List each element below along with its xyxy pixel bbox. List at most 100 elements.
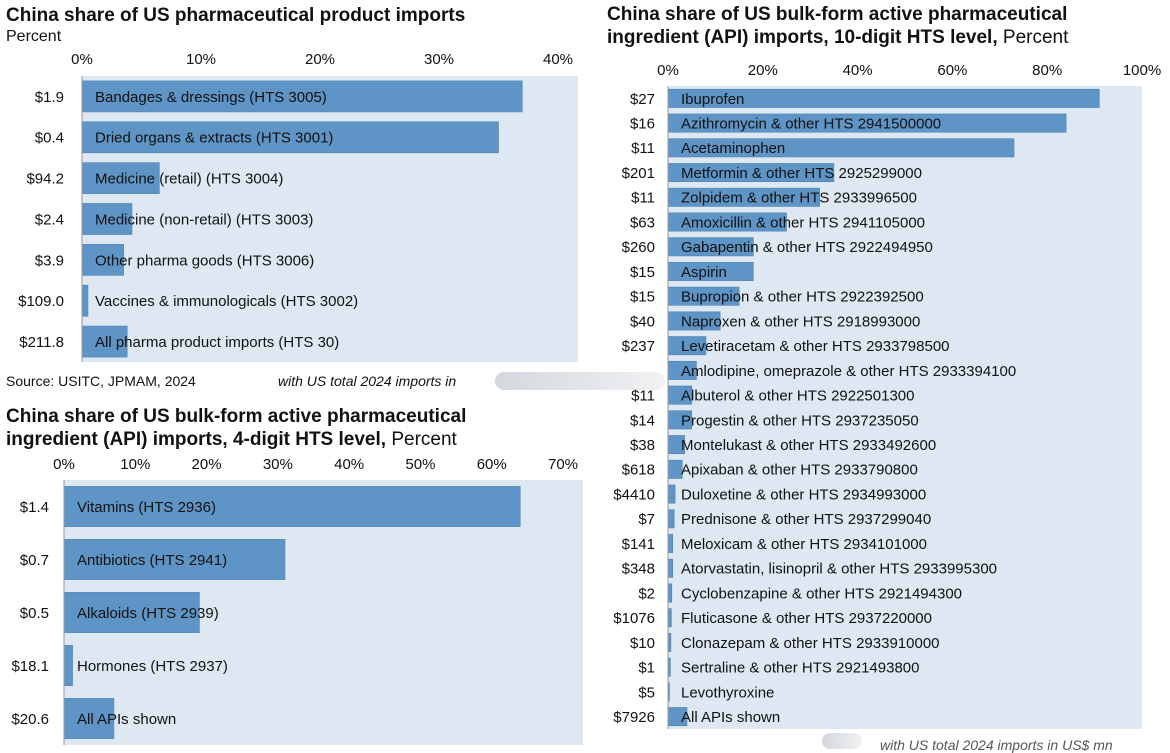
chart3-bar-label: Naproxen & other HTS 2918993000 bbox=[681, 313, 920, 330]
chart3-value-label: $15 bbox=[630, 264, 655, 281]
chart3-bar-label: Sertraline & other HTS 2921493800 bbox=[681, 660, 919, 677]
chart2-value-label: $0.5 bbox=[20, 605, 49, 622]
chart3-value-label: $11 bbox=[631, 388, 655, 405]
chart3-value-label: $4410 bbox=[613, 486, 655, 503]
chart2-title-line2: ingredient (API) imports, 4-digit HTS le… bbox=[6, 429, 457, 451]
chart3-value-label: $141 bbox=[622, 536, 655, 553]
chart3-bar-label: Levetiracetam & other HTS 2933798500 bbox=[681, 338, 950, 355]
chart1-bar-label: Medicine (retail) (HTS 3004) bbox=[95, 171, 283, 188]
chart3-bar-label: Bupropion & other HTS 2922392500 bbox=[681, 289, 924, 306]
chart2-title-line2-text: ingredient (API) imports, 4-digit HTS le… bbox=[6, 429, 387, 450]
chart3-value-label: $618 bbox=[622, 462, 655, 479]
chart3-tick-label: 40% bbox=[843, 62, 873, 79]
chart2-bar-label: Alkaloids (HTS 2939) bbox=[77, 605, 219, 622]
chart2-value-label: $1.4 bbox=[20, 499, 49, 516]
chart3-bar-label: All APIs shown bbox=[681, 709, 780, 726]
chart3-bar-label: Meloxicam & other HTS 2934101000 bbox=[681, 536, 927, 553]
chart3-value-label: $11 bbox=[631, 140, 655, 157]
chart3-title-line2: ingredient (API) imports, 10-digit HTS l… bbox=[607, 27, 1068, 49]
chart3-background bbox=[668, 86, 1142, 729]
chart3-bar-label: Gabapentin & other HTS 2922494950 bbox=[681, 239, 933, 256]
chart3-note: with US total 2024 imports in US$ mn bbox=[880, 737, 1113, 753]
chart2-bar bbox=[63, 645, 73, 686]
chart3-bar bbox=[667, 484, 676, 504]
chart3-tick-label: 20% bbox=[748, 62, 778, 79]
chart3-value-label: $14 bbox=[630, 412, 655, 429]
chart3-bar-label: Metformin & other HTS 2925299000 bbox=[681, 165, 922, 182]
chart1-bar bbox=[81, 162, 160, 194]
chart3-value-label: $7 bbox=[638, 511, 655, 528]
chart3-bar-label: Acetaminophen bbox=[681, 140, 785, 157]
chart3-value-label: $1 bbox=[638, 660, 655, 677]
chart2-bar-label: All APIs shown bbox=[77, 711, 176, 728]
chart3-value-label: $260 bbox=[622, 239, 655, 256]
chart1-value-label: $1.9 bbox=[35, 89, 64, 106]
chart3-tick-label: 80% bbox=[1032, 62, 1062, 79]
chart1-tick-label: 30% bbox=[424, 51, 454, 68]
chart2-title-line1: China share of US bulk-form active pharm… bbox=[6, 406, 467, 427]
chart3-value-label: $40 bbox=[630, 313, 655, 330]
chart1-bar bbox=[81, 325, 128, 358]
chart2-tick-label: 0% bbox=[53, 456, 75, 473]
chart3-bar-label: Albuterol & other HTS 2922501300 bbox=[681, 388, 915, 405]
watermark-logo bbox=[495, 372, 665, 390]
chart1-bar-label: Other pharma goods (HTS 3006) bbox=[95, 252, 314, 269]
chart3-bar-label: Duloxetine & other HTS 2934993000 bbox=[681, 486, 926, 503]
chart3-bar-label: Prednisone & other HTS 2937299040 bbox=[681, 511, 931, 528]
chart1-bar-label: Bandages & dressings (HTS 3005) bbox=[95, 89, 327, 106]
chart2-bar bbox=[63, 592, 200, 633]
chart3-value-label: $27 bbox=[630, 91, 655, 108]
chart3-value-label: $237 bbox=[622, 338, 655, 355]
chart1-subtitle: Percent bbox=[6, 28, 62, 45]
chart3-bar-label: Fluticasone & other HTS 2937220000 bbox=[681, 610, 932, 627]
chart1-value-label: $0.4 bbox=[35, 130, 64, 147]
chart1-bar-label: Dried organs & extracts (HTS 3001) bbox=[95, 130, 333, 147]
chart3-bar bbox=[667, 558, 674, 578]
chart1-tick-label: 10% bbox=[186, 51, 216, 68]
chart1-tick-label: 0% bbox=[71, 51, 93, 68]
chart2-tick-label: 60% bbox=[477, 456, 507, 473]
chart3-value-label: $2 bbox=[638, 585, 655, 602]
chart3-tick-label: 60% bbox=[937, 62, 967, 79]
chart3-title-line2-text: ingredient (API) imports, 10-digit HTS l… bbox=[607, 27, 998, 48]
chart3-plot: 0% 20% 40% 60% 80% 100% Ibuprofen $27 Azithromyc… bbox=[613, 62, 1161, 729]
chart3-bar-label: Amlodipine, omeprazole & other HTS 29333… bbox=[681, 363, 1016, 380]
chart3-value-label: $7926 bbox=[613, 709, 655, 726]
chart2-bar bbox=[63, 698, 115, 739]
chart1-bar-label: Medicine (non-retail) (HTS 3003) bbox=[95, 211, 313, 228]
chart1-plot: 0% 10% 20% 30% 40% Bandages & dressings (HTS … bbox=[18, 51, 578, 362]
chart1-bar-label: Vaccines & immunologicals (HTS 3002) bbox=[95, 293, 358, 310]
chart1-value-label: $211.8 bbox=[19, 334, 64, 351]
chart1-value-label: $3.9 bbox=[35, 252, 64, 269]
chart1-tick-label: 20% bbox=[305, 51, 335, 68]
chart3-bar-label: Aspirin bbox=[681, 264, 727, 281]
chart3-tick-label: 100% bbox=[1123, 62, 1161, 79]
chart3-value-label: $11 bbox=[631, 190, 655, 207]
chart1-bar bbox=[81, 121, 499, 154]
watermark-badge bbox=[822, 733, 862, 749]
chart3-tick-label: 0% bbox=[657, 62, 679, 79]
chart3-value-label: $348 bbox=[622, 561, 655, 578]
chart3-title-unit: Percent bbox=[1002, 27, 1069, 48]
chart1-bar-label: All pharma product imports (HTS 30) bbox=[95, 334, 339, 351]
chart3-value-label: $16 bbox=[630, 115, 655, 132]
chart3-bar-label: Apixaban & other HTS 2933790800 bbox=[681, 462, 918, 479]
chart1-value-label: $94.2 bbox=[26, 171, 64, 188]
chart3-title-line1: China share of US bulk-form active pharm… bbox=[607, 4, 1068, 25]
chart3-bar-label: Montelukast & other HTS 2933492600 bbox=[681, 437, 936, 454]
chart2-plot: 0% 10% 20% 30% 40% 50% 60% 70% Vitamins (HTS 293… bbox=[11, 456, 583, 745]
chart2-tick-label: 30% bbox=[263, 456, 293, 473]
chart3-bar-label: Clonazepam & other HTS 2933910000 bbox=[681, 635, 940, 652]
chart3-value-label: $201 bbox=[622, 165, 655, 182]
chart3-value-label: $1076 bbox=[613, 610, 655, 627]
chart2-value-label: $18.1 bbox=[11, 658, 49, 675]
chart2-title-unit: Percent bbox=[391, 429, 457, 450]
chart3-bar bbox=[667, 534, 674, 553]
chart2-tick-label: 40% bbox=[334, 456, 364, 473]
chart3-value-label: $38 bbox=[630, 437, 655, 454]
chart2-bar-label: Antibiotics (HTS 2941) bbox=[77, 552, 227, 569]
chart3-value-label: $63 bbox=[630, 214, 655, 231]
chart2-bar bbox=[63, 539, 286, 580]
chart1-note-text: with US total 2024 imports in bbox=[278, 373, 457, 389]
chart3-bar bbox=[667, 509, 675, 529]
